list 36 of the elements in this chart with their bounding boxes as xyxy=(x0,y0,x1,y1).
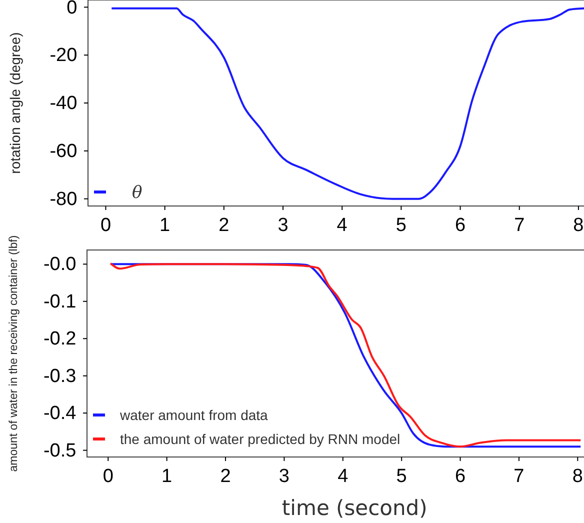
y-tick-label: -0.1 xyxy=(43,291,76,312)
y-tick-label: 0 xyxy=(66,0,78,18)
y-tick-label: -20 xyxy=(50,45,78,66)
y-axis-title: amount of water in the receiving container (lbf) xyxy=(8,235,20,472)
x-tick-label: 5 xyxy=(396,466,407,488)
x-tick-label: 0 xyxy=(102,466,114,488)
x-tick-label: 2 xyxy=(220,466,231,488)
legend-label: θ xyxy=(132,182,142,203)
y-tick-label: -0.2 xyxy=(43,328,76,350)
x-tick-label: 5 xyxy=(396,215,406,236)
line-series xyxy=(110,7,584,200)
x-tick-label: 8 xyxy=(573,215,584,236)
x-axis-title: time (second) xyxy=(282,496,428,520)
x-tick-label: 0 xyxy=(100,215,112,236)
y-axis-title: rotation angle (degree) xyxy=(7,32,23,174)
x-tick-label: 4 xyxy=(336,215,348,236)
legend-label: water amount from data xyxy=(119,406,268,423)
x-tick-label: 7 xyxy=(514,215,525,236)
x-tick-label: 3 xyxy=(278,215,288,236)
x-tick-label: 4 xyxy=(338,466,349,488)
y-tick-label: -60 xyxy=(50,140,78,162)
x-tick-label: 6 xyxy=(454,215,466,236)
legend-label: the amount of water predicted by RNN model xyxy=(120,430,400,447)
x-tick-label: 8 xyxy=(572,466,583,488)
y-tick-label: -80 xyxy=(50,188,78,210)
y-tick-label: -0.4 xyxy=(43,403,77,424)
x-tick-label: 7 xyxy=(514,466,524,488)
x-tick-label: 1 xyxy=(162,466,172,488)
x-tick-label: 6 xyxy=(454,466,466,488)
y-tick-label: -0.0 xyxy=(43,254,76,276)
y-tick-label: -0.5 xyxy=(43,440,76,462)
y-tick-label: -40 xyxy=(50,93,78,114)
x-tick-label: 2 xyxy=(218,215,230,236)
y-tick-label: -0.3 xyxy=(43,366,76,387)
x-tick-label: 1 xyxy=(160,215,170,236)
x-tick-label: 3 xyxy=(278,466,290,488)
